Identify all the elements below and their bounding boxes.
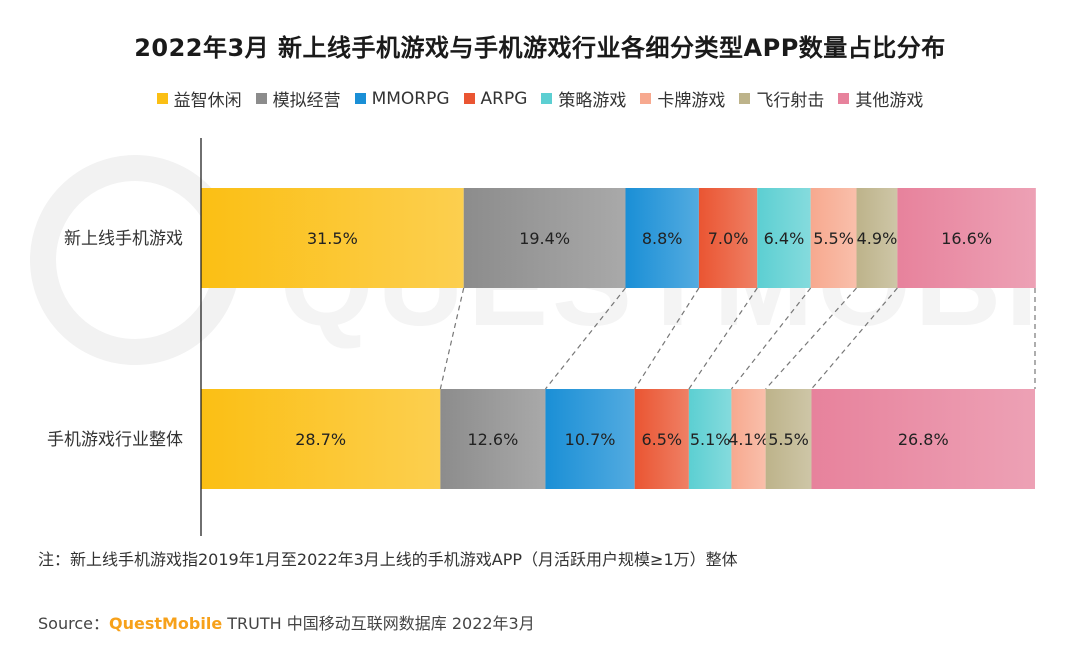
chart-title: 2022年3月 新上线手机游戏与手机游戏行业各细分类型APP数量占比分布 [134, 34, 946, 62]
bar-segment-0-1 [463, 188, 626, 288]
source-label: Source： [38, 614, 109, 633]
legend-item-0: 益智休闲 [156, 86, 242, 111]
bar-segment-1-1 [440, 389, 546, 489]
bar-segment-1-4 [688, 389, 732, 489]
bar-segment-0-3 [698, 188, 758, 288]
legend-item-2: MMORPG [354, 88, 450, 109]
data-label-1-6: 5.5% [768, 430, 809, 449]
legend-swatch [739, 93, 751, 104]
connector-line-3 [688, 287, 758, 390]
data-label-1-1: 12.6% [467, 430, 518, 449]
legend-item-6: 飞行射击 [739, 86, 824, 111]
data-label-1-7: 26.8% [898, 430, 949, 449]
bar-segment-0-0 [201, 188, 464, 288]
data-label-1-2: 10.7% [565, 430, 616, 449]
data-label-1-4: 5.1% [690, 430, 731, 449]
category-label-0: 新上线手机游戏 [64, 229, 183, 249]
legend-label: MMORPG [371, 88, 450, 109]
legend-swatch [541, 93, 553, 104]
connector-line-6 [811, 287, 898, 390]
source-rest: TRUTH 中国移动互联网数据库 2022年3月 [222, 614, 535, 633]
legend-item-7: 其他游戏 [838, 86, 923, 111]
legend-label: 卡牌游戏 [657, 91, 726, 111]
footnote: 注：新上线手机游戏指2019年1月至2022年3月上线的手机游戏APP（月活跃用… [38, 550, 738, 569]
legend-label: 益智休闲 [173, 91, 242, 111]
legend-label: ARPG [480, 88, 528, 109]
legend-swatch [640, 93, 652, 104]
data-label-0-1: 19.4% [519, 229, 570, 248]
data-label-0-2: 8.8% [642, 229, 683, 248]
data-label-1-5: 4.1% [728, 430, 769, 449]
legend-item-1: 模拟经营 [255, 86, 341, 111]
data-label-0-4: 6.4% [764, 229, 805, 248]
data-label-1-0: 28.7% [295, 430, 346, 449]
legend-swatch [156, 93, 168, 104]
bar-segment-1-5 [731, 389, 766, 489]
legend-label: 飞行射击 [756, 91, 825, 111]
data-label-0-5: 5.5% [813, 229, 854, 248]
legend-label: 其他游戏 [855, 91, 924, 111]
bar-segment-1-7 [811, 389, 1035, 489]
bar-segment-0-6 [856, 188, 898, 288]
bar-segment-0-2 [625, 188, 699, 288]
bar-segment-1-3 [634, 389, 689, 489]
legend-label: 模拟经营 [272, 91, 341, 111]
legend-swatch [838, 93, 850, 104]
connector-line-1 [544, 287, 626, 390]
connector-line-2 [634, 287, 700, 390]
bar-segment-1-6 [765, 389, 812, 489]
legend-item-5: 卡牌游戏 [640, 86, 725, 111]
connector-line-5 [765, 287, 857, 390]
data-label-0-7: 16.6% [941, 229, 992, 248]
source-line: Source：QuestMobile TRUTH 中国移动互联网数据库 2022… [38, 610, 535, 634]
connector-line-0 [439, 287, 465, 390]
bar-segment-0-4 [757, 188, 811, 288]
bar-segment-1-0 [201, 389, 441, 489]
legend-item-3: ARPG [463, 88, 528, 109]
data-label-0-6: 4.9% [857, 229, 898, 248]
connector-line-4 [730, 287, 812, 390]
data-label-0-3: 7.0% [708, 229, 749, 248]
data-label-1-3: 6.5% [641, 430, 682, 449]
legend-item-4: 策略游戏 [541, 86, 626, 111]
legend-swatch [255, 93, 267, 104]
category-label-1: 手机游戏行业整体 [47, 430, 183, 450]
legend-swatch [463, 93, 475, 104]
data-label-0-0: 31.5% [307, 229, 358, 248]
bar-segment-1-2 [545, 389, 635, 489]
legend: 益智休闲 模拟经营 MMORPG ARPG 策略游戏 卡牌游戏 飞行射击 其他游戏 [0, 86, 1080, 111]
legend-swatch [354, 93, 366, 104]
source-brand: QuestMobile [108, 614, 223, 633]
bar-segment-0-5 [810, 188, 857, 288]
legend-label: 策略游戏 [558, 91, 627, 111]
bar-segment-0-7 [897, 188, 1036, 288]
